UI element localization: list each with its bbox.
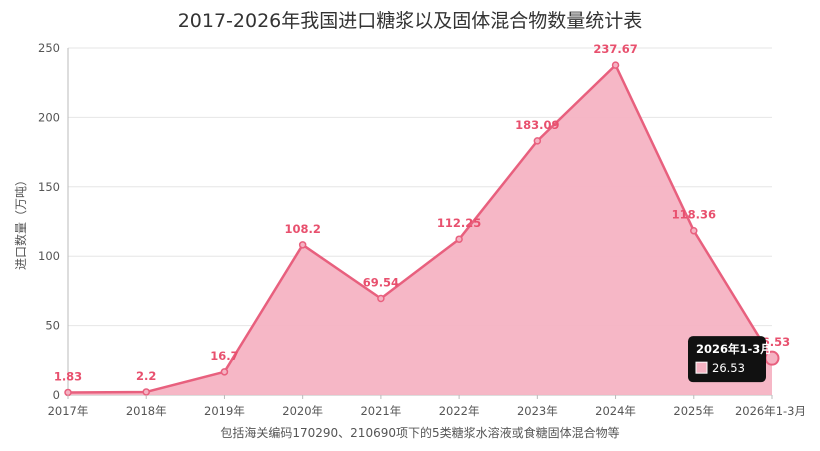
- y-tick-label: 50: [45, 319, 60, 333]
- data-point: [611, 61, 620, 69]
- data-point: [142, 388, 150, 396]
- data-point: [377, 294, 385, 303]
- x-tick-label: 2021年: [360, 404, 401, 418]
- y-axis-ticks: 0 50 100 150 200 250: [38, 41, 60, 402]
- tooltip-swatch: [695, 361, 708, 374]
- data-label: 112.25: [437, 216, 481, 230]
- data-point: [64, 388, 72, 397]
- plot-area: [64, 61, 780, 397]
- x-tick-label: 2023年: [517, 404, 558, 418]
- tooltip: 2026年1-3月 26.53: [688, 336, 772, 383]
- data-point: [533, 137, 542, 145]
- data-labels: 1.83 2.2 16.7 108.2 69.54 112.25 183.09 237.67 1…: [54, 42, 790, 383]
- x-tick-label: 2019年: [204, 404, 245, 418]
- data-point: [690, 226, 698, 235]
- data-point: [298, 241, 307, 249]
- x-tick-label: 2020年: [282, 404, 323, 418]
- x-axis-title: 包括海关编码170290、210690项下的5类糖浆水溶液或食糖固体混合物等: [220, 425, 619, 440]
- data-point: [455, 235, 463, 243]
- data-label: 183.09: [515, 118, 559, 132]
- series-line: [67, 63, 774, 394]
- x-tick-label: 2024年: [595, 404, 636, 418]
- data-label: 16.7: [210, 349, 238, 363]
- data-label: 1.83: [54, 369, 82, 383]
- tooltip-title: 2026年1-3月: [696, 342, 772, 356]
- x-tick-label: 2026年1-3月: [735, 404, 806, 418]
- data-label: 118.36: [672, 208, 716, 222]
- x-tick-label: 2022年: [439, 404, 480, 418]
- y-tick-label: 200: [38, 110, 60, 124]
- chart-title: 2017-2026年我国进口糖浆以及固体混合物数量统计表: [178, 10, 643, 32]
- x-axis-ticks: 2017年 2018年 2019年 2020年 2021年 2022年 2023年 2024年…: [48, 395, 806, 418]
- y-axis-title: 进口数量（万吨）: [13, 174, 28, 270]
- series-area: [68, 65, 772, 395]
- data-point: [220, 368, 229, 376]
- y-tick-label: 150: [38, 180, 60, 194]
- y-tick-label: 0: [53, 388, 60, 402]
- y-tick-label: 250: [38, 41, 60, 55]
- data-label: 2.2: [136, 369, 156, 383]
- data-label: 108.2: [284, 222, 320, 236]
- y-tick-label: 100: [38, 249, 60, 263]
- data-label: 237.67: [593, 42, 637, 56]
- x-tick-label: 2018年: [126, 404, 167, 418]
- x-tick-label: 2017年: [48, 404, 89, 418]
- x-tick-label: 2025年: [673, 404, 714, 418]
- data-label: 69.54: [363, 275, 399, 289]
- tooltip-value: 26.53: [712, 361, 745, 375]
